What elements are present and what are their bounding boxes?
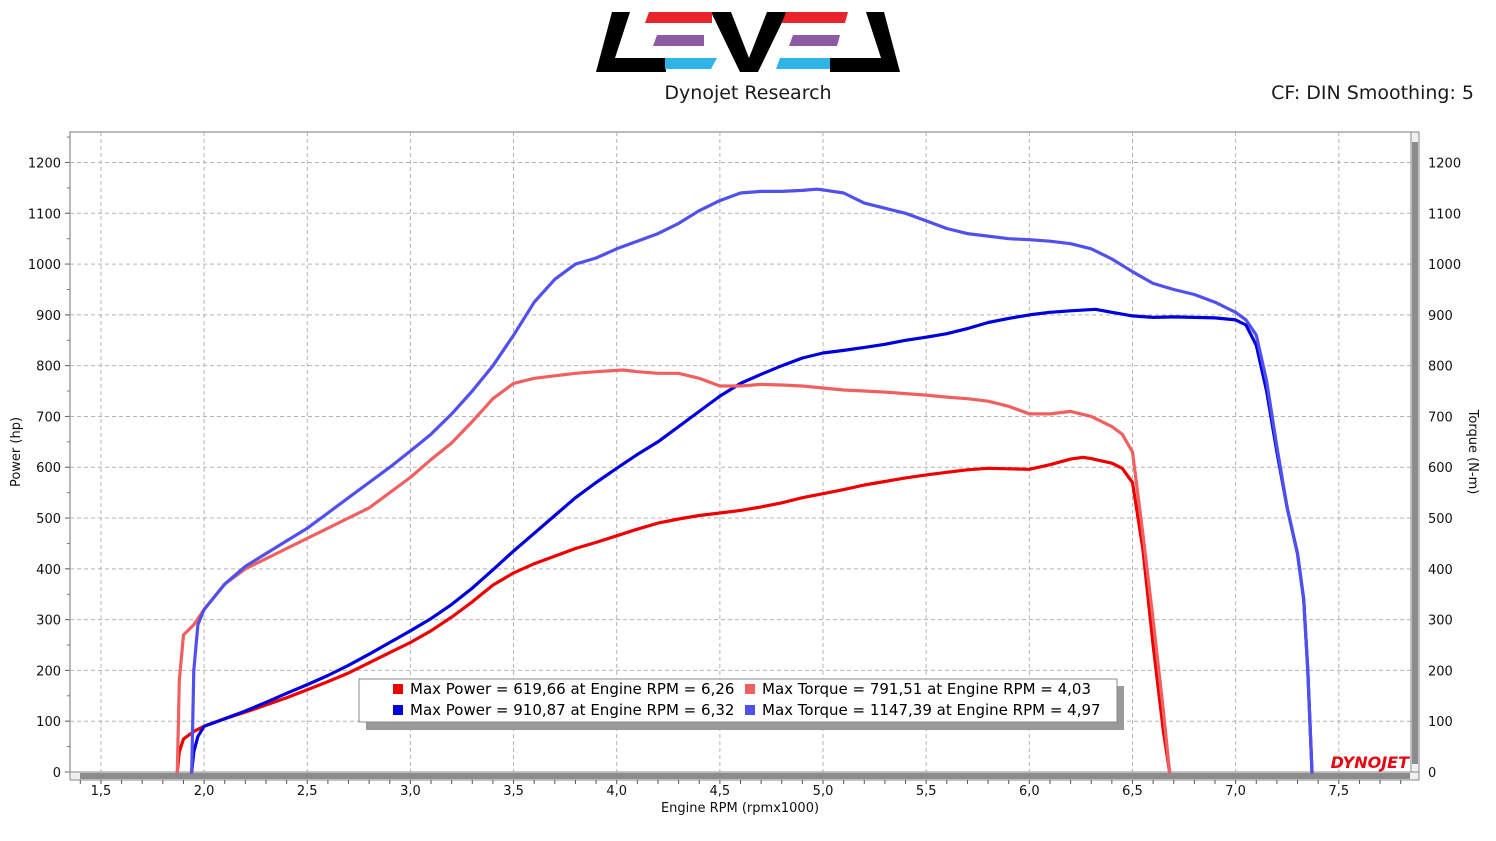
power-curve-red [175, 455, 1172, 774]
y-axis-right-title: Torque (N-m) [1465, 409, 1480, 495]
logo-bar-purple-left [653, 35, 704, 46]
legend-entry-power-1: Max Power = 619,66 at Engine RPM = 6,26 [410, 680, 734, 698]
legend-swatch-power-1 [393, 684, 403, 694]
legend-entry-torque-1: Max Torque = 791,51 at Engine RPM = 4,03 [762, 680, 1091, 698]
logo-bar-blue-left [665, 58, 717, 69]
brand-subtitle: Dynojet Research [664, 82, 831, 104]
y-axis-left-title: Power (hp) [9, 417, 24, 487]
y-tick-label-left: 800 [36, 360, 61, 375]
cf-smoothing-label: CF: DIN Smoothing: 5 [1271, 82, 1474, 104]
series-lines [175, 187, 1314, 774]
legend-swatch-power-2 [393, 705, 403, 715]
y-tick-label-left: 400 [36, 563, 61, 578]
plot-area [69, 131, 1412, 773]
x-tick-label: 5,5 [916, 784, 937, 799]
y-tick-label-right: 1000 [1428, 258, 1461, 273]
y-tick-label-right: 700 [1428, 410, 1453, 425]
y-tick-label-right: 100 [1428, 715, 1453, 730]
power-curve-blue [190, 307, 1314, 774]
y-tick-label-left: 100 [36, 715, 61, 730]
legend-swatch-torque-2 [745, 705, 755, 715]
x-tick-label: 2,5 [297, 784, 318, 799]
logo-bar-blue-right [776, 58, 830, 69]
y-tick-label-left: 700 [36, 410, 61, 425]
x-scrollbar-thumb[interactable] [80, 773, 1410, 779]
y-scrollbar-thumb[interactable] [1412, 142, 1418, 764]
y-tick-label-left: 900 [36, 309, 61, 324]
logo-bar-red-right [782, 12, 848, 23]
y-tick-label-right: 300 [1428, 614, 1453, 629]
legend: Max Power = 619,66 at Engine RPM = 6,26 … [358, 678, 1124, 730]
torque-curve-blue [190, 187, 1314, 774]
x-tick-label: 4,0 [606, 784, 627, 799]
y-tick-label-right: 200 [1428, 664, 1453, 679]
y-tick-label-left: 1000 [28, 258, 61, 273]
y-tick-label-right: 500 [1428, 512, 1453, 527]
torque-curve-red [175, 368, 1172, 774]
dynojet-watermark: DYNOJET [1331, 753, 1411, 772]
x-tick-label: 7,5 [1328, 784, 1349, 799]
x-tick-label: 6,5 [1122, 784, 1143, 799]
legend-box [358, 678, 1118, 723]
y-tick-label-left: 500 [36, 512, 61, 527]
x-tick-label: 7,0 [1225, 784, 1246, 799]
y-tick-label-left: 600 [36, 461, 61, 476]
y-tick-label-right: 0 [1428, 766, 1436, 781]
x-tick-label: 4,5 [710, 784, 731, 799]
y-tick-label-left: 1200 [28, 156, 61, 171]
y-tick-label-right: 400 [1428, 563, 1453, 578]
legend-swatch-torque-1 [745, 684, 755, 694]
y-tick-label-right: 900 [1428, 309, 1453, 324]
x-tick-label: 3,5 [503, 784, 524, 799]
axis-ticks: 1,5 2,0 2,5 3,0 3,5 4,0 4,5 5,0 5,5 6,0 6,5 7,0 7,5 0… [28, 136, 1461, 799]
x-tick-label: 3,0 [400, 784, 421, 799]
y-tick-label-left: 300 [36, 614, 61, 629]
grid-lines [70, 132, 1411, 772]
logo-bar-purple-right [789, 35, 840, 46]
y-tick-label-left: 0 [53, 766, 61, 781]
y-tick-label-left: 200 [36, 664, 61, 679]
legend-entry-torque-2: Max Torque = 1147,39 at Engine RPM = 4,9… [762, 701, 1101, 719]
y-tick-label-right: 1100 [1428, 207, 1461, 222]
x-tick-label: 1,5 [91, 784, 112, 799]
x-tick-label: 2,0 [194, 784, 215, 799]
y-tick-label-left: 1100 [28, 207, 61, 222]
y-tick-label-right: 600 [1428, 461, 1453, 476]
logo-bar-red-left [645, 12, 712, 23]
legend-entry-power-2: Max Power = 910,87 at Engine RPM = 6,32 [410, 701, 734, 719]
y-tick-label-right: 800 [1428, 360, 1453, 375]
x-axis-title: Engine RPM (rpmx1000) [661, 801, 819, 816]
x-tick-label: 5,0 [813, 784, 834, 799]
x-tick-label: 6,0 [1019, 784, 1040, 799]
y-tick-label-right: 1200 [1428, 156, 1461, 171]
level-logo [596, 12, 900, 72]
